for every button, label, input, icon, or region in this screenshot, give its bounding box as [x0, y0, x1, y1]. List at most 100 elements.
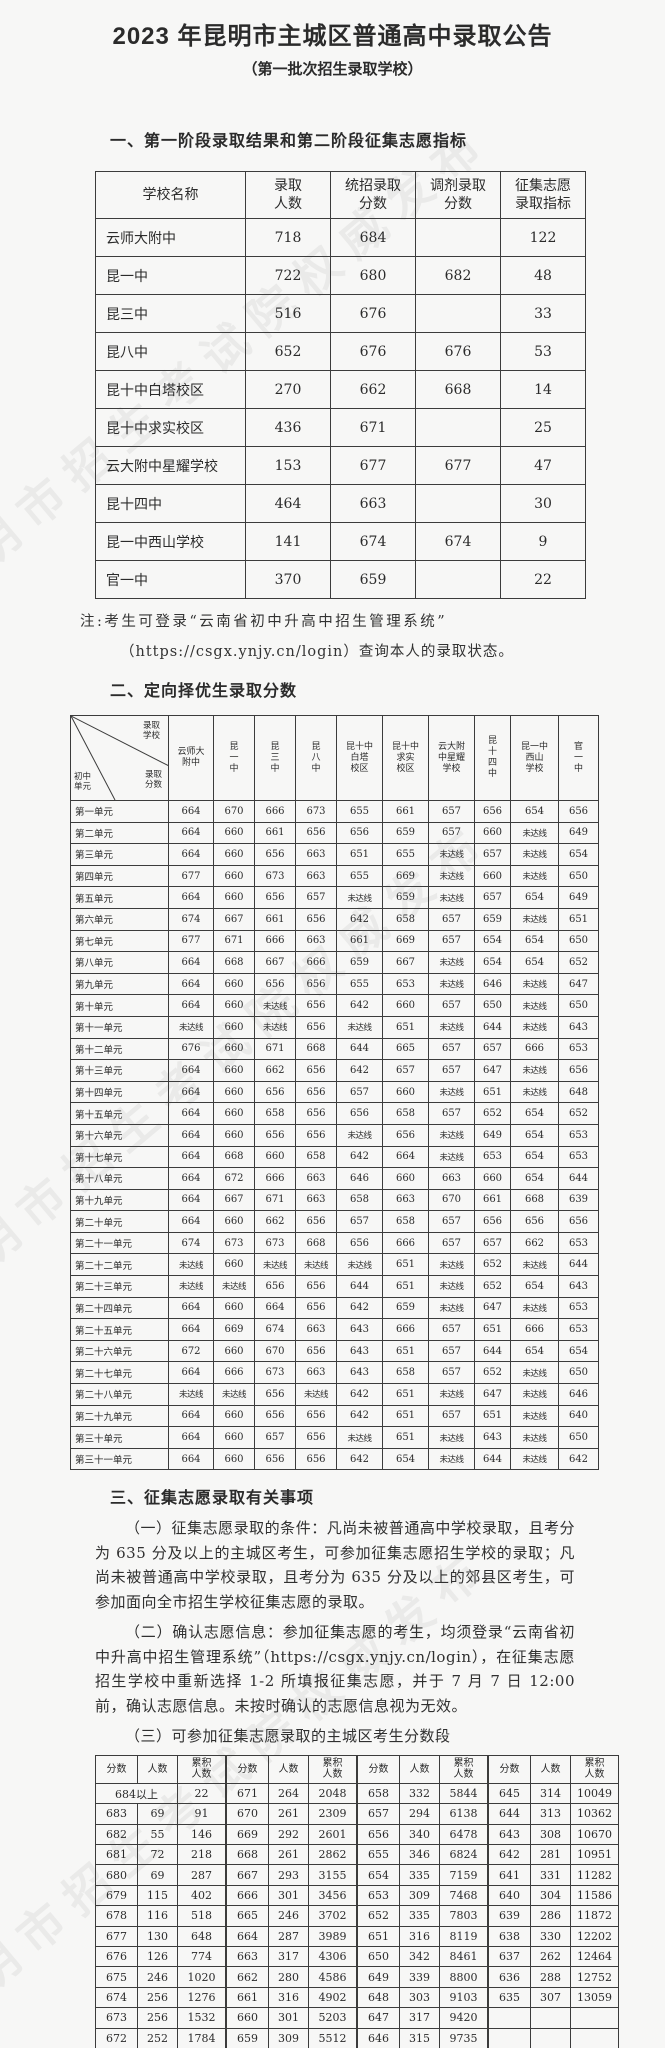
score-cell: 642	[558, 1447, 599, 1471]
value-cell: 317	[268, 1946, 309, 1968]
score-cell: 660	[213, 1102, 255, 1125]
table-row: 684以上 22 671 264 2048 658 332 5844 645 314 10049	[95, 1782, 619, 1805]
score-cell: 未达线	[510, 1253, 559, 1277]
score-cell: 未达线	[510, 1015, 559, 1039]
unit-name-cell: 第十五单元	[70, 1102, 169, 1125]
value-cell: 53	[500, 332, 586, 371]
score-cell: 660	[213, 1059, 255, 1082]
column-header: 人数	[268, 1754, 309, 1784]
value-cell: 7803	[439, 1905, 489, 1927]
value-cell: 308	[530, 1823, 571, 1846]
score-cell: 639	[558, 1188, 599, 1212]
unit-name-cell: 第七单元	[70, 929, 169, 953]
value-cell: 281	[530, 1844, 571, 1866]
value-cell: 287	[177, 1864, 227, 1886]
unit-name-cell: 第二十四单元	[70, 1296, 169, 1320]
score-cell: 654	[510, 1145, 559, 1169]
score-cell: 654	[510, 1275, 559, 1298]
value-cell: 11586	[570, 1884, 619, 1907]
score-cell: 664	[168, 972, 214, 996]
value-cell: 262	[530, 1946, 571, 1968]
score-cell: 663	[295, 1361, 337, 1385]
value-cell: 8461	[439, 1946, 489, 1968]
score-cell: 644	[474, 1015, 511, 1039]
score-cell: 650	[558, 929, 599, 953]
value-cell: 122	[500, 218, 586, 257]
score-cell: 664	[168, 1167, 214, 1190]
value-cell: 676	[95, 1946, 138, 1968]
score-cell: 660	[474, 864, 511, 888]
score-cell: 未达线	[510, 1447, 559, 1471]
school-column-header: 昆十中 白塔 校区	[336, 715, 383, 801]
value-cell: 670	[225, 1803, 269, 1825]
value-cell: 1276	[177, 1986, 227, 2009]
score-cell: 654	[510, 1102, 559, 1125]
score-cell: 652	[474, 1361, 511, 1385]
table-row: 昆八中 652 676 676 53	[95, 332, 586, 371]
score-cell: 未达线	[213, 1275, 255, 1298]
table-row: 第十二单元 676 660 671 668 644 665 657 657 666 653	[70, 1037, 599, 1061]
value-cell: 663	[225, 1946, 269, 1968]
value-cell: 681	[95, 1844, 138, 1866]
score-cell: 666	[510, 1318, 559, 1341]
score-cell: 656	[336, 1231, 383, 1255]
score-cell: 657	[428, 1318, 475, 1341]
value-cell: 256	[137, 2007, 178, 2029]
score-cell: 671	[254, 1188, 296, 1212]
score-cell: 651	[382, 1339, 429, 1363]
score-cell: 653	[382, 972, 429, 996]
score-cell: 657	[428, 1231, 475, 1255]
table-row: 昆十四中 464 663 30	[95, 484, 586, 523]
score-cell: 657	[254, 1426, 296, 1449]
unit-table-school-header-row: 录取 学校 录取 分数 初中 单元 云师大 附中昆 一 中昆 三 中昆 八 中昆…	[70, 715, 599, 801]
score-cell: 652	[558, 1102, 599, 1125]
score-cell: 667	[382, 951, 429, 974]
value-cell: 402	[177, 1884, 227, 1907]
score-cell: 654	[510, 1339, 559, 1363]
corner-label-unit: 初中 单元	[74, 772, 92, 792]
table-row: 第二十六单元 672 660 670 656 643 651 657 644 654 654	[70, 1339, 599, 1363]
score-cell: 656	[295, 1426, 337, 1449]
table-row: 第二单元 664 660 661 656 656 659 657 660 未达线 649	[70, 821, 599, 845]
score-cell: 657	[428, 994, 475, 1017]
score-cell: 662	[254, 1059, 296, 1082]
score-distribution-table: 分数 人数 累积 人数 分数 人数 累积 人数 分数 人数 累积 人数 分数 人数 累积 人数 684…	[95, 1754, 619, 2048]
value-cell: 153	[245, 446, 331, 485]
value-cell: 316	[399, 1925, 440, 1948]
score-cell: 660	[213, 864, 255, 888]
score-cell: 674	[168, 907, 214, 931]
score-cell: 未达线	[254, 994, 296, 1017]
value-cell: 2601	[308, 1823, 358, 1846]
score-cell: 660	[213, 1210, 255, 1233]
score-cell: 652	[474, 1275, 511, 1298]
table-row: 云大附中星耀学校 153 677 677 47	[95, 446, 586, 485]
value-cell: 659	[225, 2027, 269, 2048]
admission-result-table: 学校名称 录取 人数 统招录取 分数 调剂录取 分数 征集志愿 录取指标 云师大…	[95, 171, 586, 599]
score-cell: 651	[336, 843, 383, 866]
unit-name-cell: 第二十一单元	[70, 1231, 169, 1255]
unit-name-cell: 第十一单元	[70, 1015, 169, 1039]
unit-name-cell: 第十八单元	[70, 1167, 169, 1190]
value-cell: 668	[225, 1844, 269, 1866]
score-cell: 649	[558, 821, 599, 845]
table-row: 第十四单元 664 660 656 656 657 660 未达线 651 未达线 648	[70, 1080, 599, 1104]
value-cell	[415, 560, 501, 599]
score-cell: 663	[295, 843, 337, 866]
score-cell: 660	[213, 1015, 255, 1039]
score-cell: 660	[213, 1037, 255, 1061]
score-cell: 663	[295, 929, 337, 953]
score-cell: 657	[428, 800, 475, 823]
table-row: 第二十七单元 664 666 673 663 643 658 657 652 未达线 650	[70, 1361, 599, 1385]
table-row: 第十五单元 664 660 658 656 656 658 657 652 654 652	[70, 1102, 599, 1125]
unit-name-cell: 第二十六单元	[70, 1339, 169, 1363]
score-cell: 657	[428, 821, 475, 845]
value-cell: 646	[356, 2027, 400, 2048]
score-cell: 660	[213, 821, 255, 845]
score-cell: 656	[295, 907, 337, 931]
score-cell: 661	[474, 1188, 511, 1212]
score-cell: 643	[558, 1275, 599, 1298]
score-cell: 656	[295, 1080, 337, 1104]
score-cell: 656	[254, 1080, 296, 1104]
score-cell: 654	[510, 1167, 559, 1190]
